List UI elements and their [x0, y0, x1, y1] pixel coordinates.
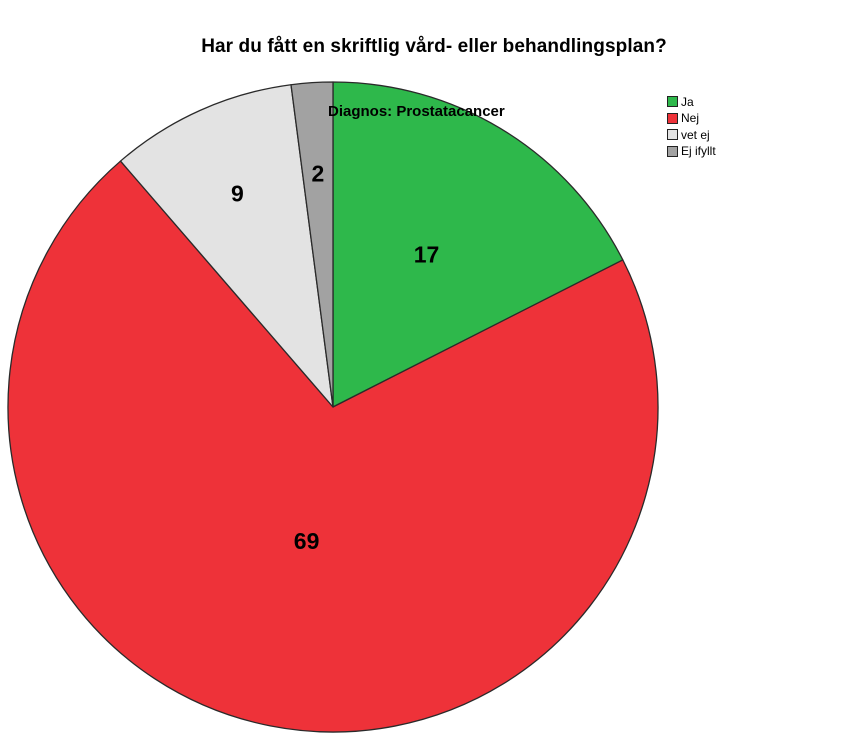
- legend-label-ja: Ja: [681, 94, 694, 109]
- data-label-ej-ifyllt: 2: [312, 161, 325, 187]
- legend-item-vet-ej: vet ej: [667, 127, 716, 142]
- legend-label-nej: Nej: [681, 111, 700, 125]
- legend-swatch-ja: [667, 96, 678, 107]
- legend-item-ej-ifyllt: Ej ifyllt: [667, 144, 716, 159]
- chart-legend: Ja Nej vet ej Ej ifyllt: [667, 94, 716, 160]
- legend-swatch-ej-ifyllt: [667, 145, 678, 157]
- pie-slice-vet-ej: [119, 84, 334, 408]
- chart-title: Har du fått en skriftlig vård- eller beh…: [201, 36, 667, 57]
- data-label-nej: 69: [294, 528, 320, 554]
- legend-label-ej-ifyllt: Ej ifyllt: [681, 144, 716, 158]
- pie-slice-ej-ifyllt: [290, 81, 334, 408]
- legend-item-ja: Ja: [667, 94, 716, 109]
- pie-slice-nej: [7, 160, 659, 733]
- legend-swatch-vet-ej: [667, 129, 678, 140]
- pie-slice-ja: [332, 81, 624, 408]
- chart-subtitle: Diagnos: Prostatacancer: [328, 103, 505, 120]
- legend-label-vet-ej: vet ej: [681, 127, 710, 142]
- legend-item-nej: Nej: [667, 111, 716, 126]
- legend-swatch-nej: [667, 112, 678, 124]
- data-label-vet-ej: 9: [231, 180, 244, 206]
- data-label-ja: 17: [414, 242, 440, 268]
